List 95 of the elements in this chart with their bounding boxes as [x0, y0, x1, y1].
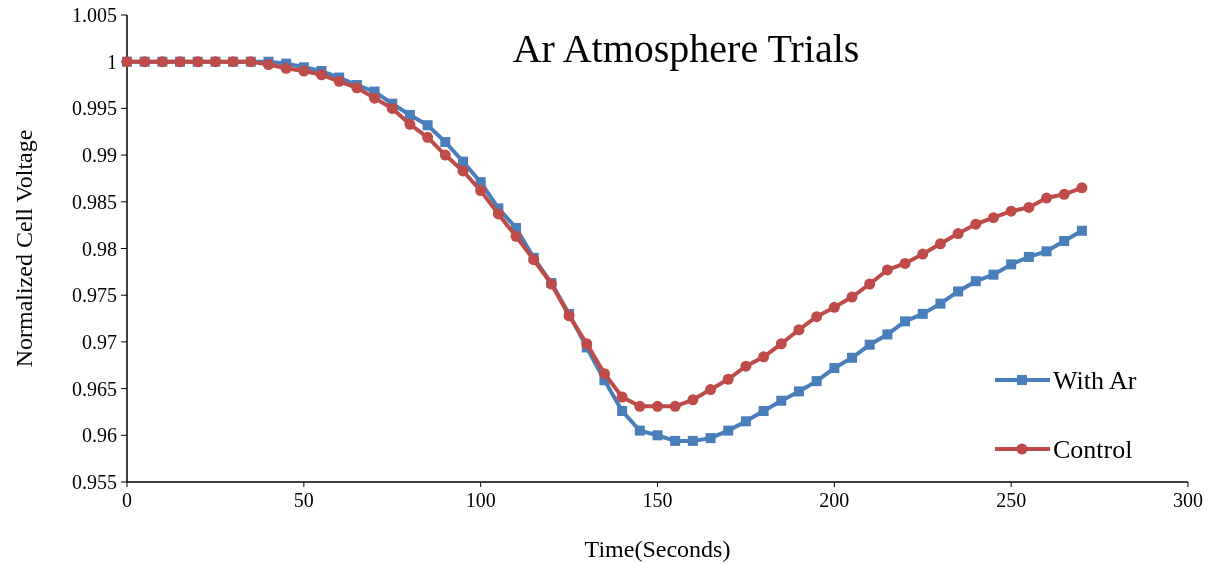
point — [758, 351, 770, 363]
point — [723, 425, 734, 436]
y-tick-label: 0.96 — [82, 424, 117, 447]
point — [1059, 236, 1070, 247]
point — [1006, 259, 1017, 270]
y-tick-label: 0.97 — [82, 330, 117, 353]
y-tick-label: 0.965 — [72, 377, 117, 400]
point — [687, 394, 699, 406]
point — [935, 298, 946, 309]
point — [828, 301, 840, 313]
chart-title: Ar Atmosphere Trials — [512, 26, 860, 71]
y-tick-label: 1 — [107, 50, 117, 73]
point — [811, 311, 823, 323]
point — [1023, 201, 1035, 213]
point — [1076, 225, 1087, 236]
y-axis-title: Normalized Cell Voltage — [11, 129, 37, 368]
point — [634, 400, 646, 412]
point — [847, 352, 858, 363]
x-axis-title: Time(Seconds) — [584, 536, 731, 562]
x-tick-label: 50 — [293, 489, 314, 511]
point — [740, 360, 752, 372]
point — [882, 329, 893, 340]
point — [864, 278, 876, 290]
point — [953, 286, 964, 297]
point — [440, 137, 451, 148]
point — [598, 368, 610, 380]
point — [987, 212, 999, 224]
point — [298, 65, 310, 77]
point — [829, 363, 840, 374]
point — [900, 316, 911, 327]
point — [634, 425, 645, 436]
point — [316, 69, 328, 81]
point — [917, 248, 929, 260]
point — [669, 400, 681, 412]
y-tick-label: 0.995 — [72, 97, 117, 120]
point — [722, 373, 734, 385]
point — [758, 406, 769, 417]
y-tick-label: 0.975 — [72, 284, 117, 307]
point — [705, 384, 717, 396]
legend-label: Control — [1053, 435, 1133, 465]
y-tick-label: 1.005 — [72, 4, 117, 26]
point — [439, 149, 451, 161]
point — [881, 264, 893, 276]
point — [670, 435, 681, 446]
x-tick-label: 100 — [465, 489, 496, 511]
point — [369, 92, 381, 104]
point — [280, 62, 292, 74]
point — [776, 395, 787, 406]
point — [811, 376, 822, 387]
point — [404, 109, 415, 120]
point — [1058, 188, 1070, 200]
x-tick-label: 250 — [996, 489, 1027, 511]
y-tick-label: 0.99 — [82, 144, 117, 167]
x-tick-label: 0 — [122, 489, 132, 511]
point — [616, 391, 628, 403]
x-tick-label: 200 — [819, 489, 850, 511]
point — [864, 339, 875, 350]
point — [687, 435, 698, 446]
y-tick-label: 0.985 — [72, 190, 117, 213]
point — [333, 75, 345, 87]
point — [492, 208, 504, 220]
point — [422, 131, 434, 143]
point — [988, 269, 999, 280]
point — [740, 416, 751, 427]
point — [1041, 246, 1052, 257]
x-tick-label: 300 — [1173, 489, 1203, 511]
point — [793, 386, 804, 397]
y-tick-label: 0.98 — [82, 237, 117, 260]
point — [793, 324, 805, 336]
legend-label: With Ar — [1053, 366, 1137, 396]
point — [422, 120, 433, 131]
point — [899, 257, 911, 269]
x-tick-label: 150 — [642, 489, 673, 511]
point — [581, 338, 593, 350]
point — [970, 218, 982, 230]
point — [475, 185, 487, 197]
point — [652, 430, 663, 441]
point — [775, 338, 787, 350]
point — [404, 118, 416, 130]
point — [510, 230, 522, 242]
point — [386, 102, 398, 114]
y-tick-label: 0.955 — [72, 471, 117, 493]
point — [1076, 182, 1088, 194]
point — [934, 238, 946, 250]
point — [917, 308, 928, 319]
point — [970, 276, 981, 287]
point — [652, 400, 663, 412]
point — [1041, 192, 1053, 204]
point — [457, 165, 469, 177]
point — [617, 406, 628, 417]
point — [1023, 251, 1034, 262]
point — [952, 228, 964, 240]
point — [705, 433, 716, 444]
point — [846, 291, 858, 303]
point — [1005, 205, 1017, 217]
